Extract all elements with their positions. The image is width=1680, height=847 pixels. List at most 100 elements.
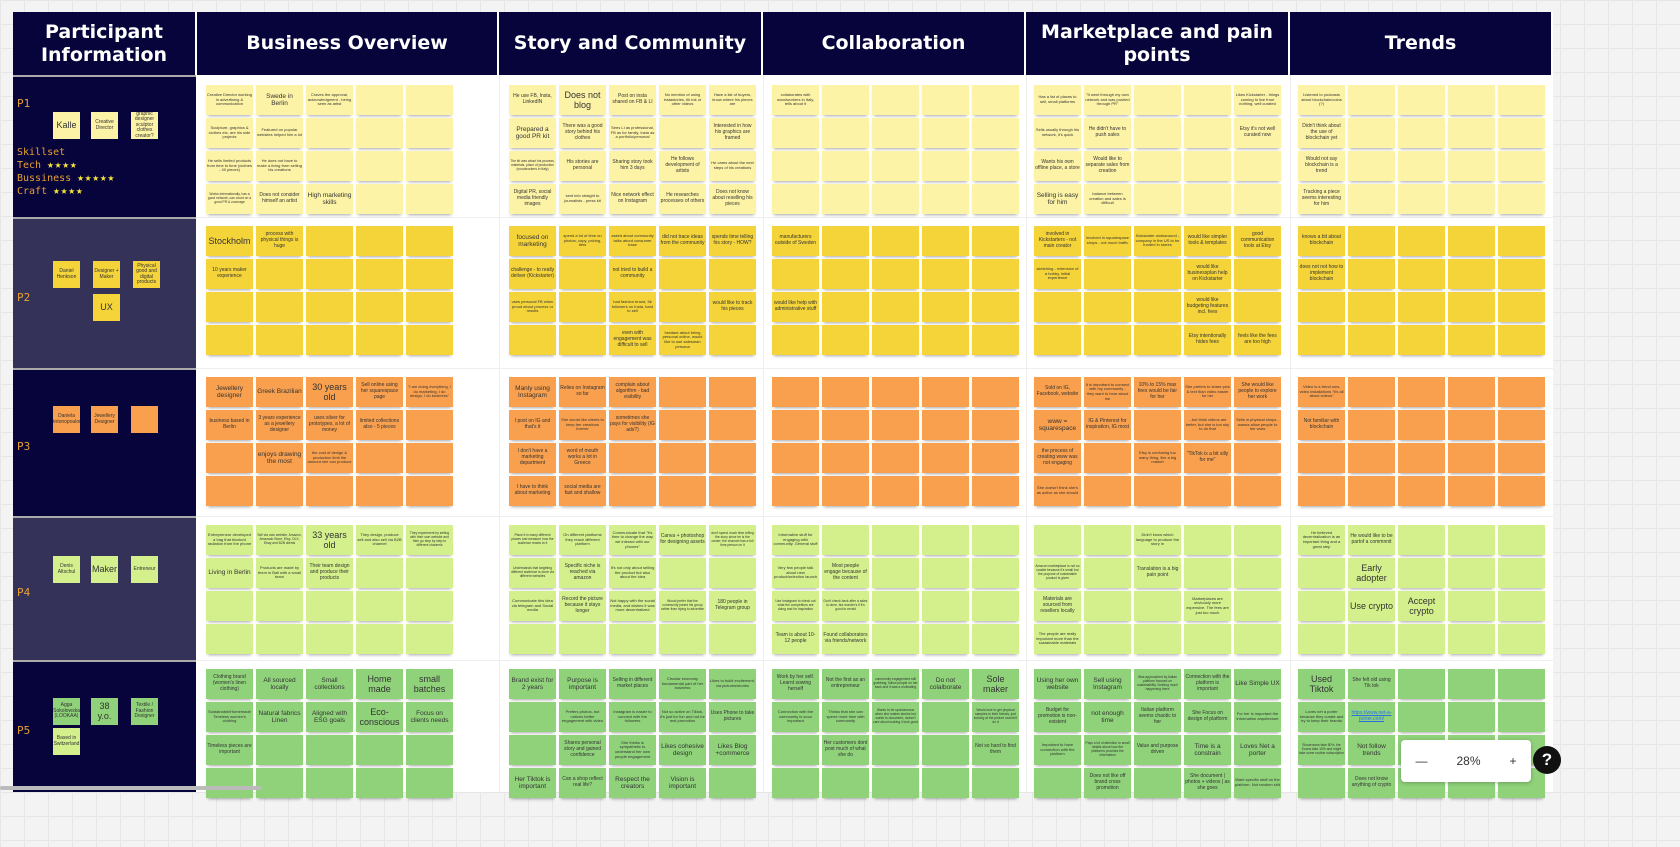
sticky-note[interactable]: Likes to build excitement, via pictures/…	[709, 669, 756, 699]
sticky-note[interactable]: High marketing skills	[306, 184, 353, 214]
sticky-note[interactable]	[1398, 292, 1445, 322]
sticky-note[interactable]	[872, 184, 919, 214]
sticky-note[interactable]: Italian platform seems chaotic to her	[1134, 702, 1181, 732]
sticky-note[interactable]: Very few people talk about new product/s…	[772, 558, 819, 588]
sticky-note[interactable]	[1084, 591, 1131, 621]
sticky-note[interactable]: Her Tiktok is important	[509, 768, 556, 798]
sticky-note[interactable]: Didn't think about the use of blockchain…	[1298, 118, 1345, 148]
sticky-note[interactable]	[709, 410, 756, 440]
sticky-note[interactable]	[1398, 325, 1445, 355]
sticky-note[interactable]	[922, 443, 969, 473]
sticky-note[interactable]	[972, 558, 1019, 588]
sticky-note[interactable]: Record the picture because it stays long…	[559, 591, 606, 621]
sticky-note[interactable]: Selling is easy for him	[1034, 184, 1081, 214]
sticky-note[interactable]: He cares about the next steps of his cre…	[709, 151, 756, 181]
sticky-note[interactable]	[972, 525, 1019, 555]
sticky-note[interactable]	[356, 558, 403, 588]
sticky-note[interactable]	[772, 151, 819, 181]
sticky-note[interactable]	[509, 624, 556, 654]
sticky-note[interactable]: Can a shop reflect real life?	[559, 768, 606, 798]
sticky-note[interactable]: Their team design and produce their prod…	[306, 558, 353, 588]
sticky-note[interactable]	[822, 118, 869, 148]
sticky-note[interactable]: 10% to 15% max fees would be fair for he…	[1134, 377, 1181, 407]
sticky-note[interactable]	[772, 768, 819, 798]
sticky-note[interactable]: Post on insta shared on FB & LI	[609, 85, 656, 115]
sticky-note[interactable]: Communicate this idea via telegram and S…	[509, 591, 556, 621]
sticky-note[interactable]	[1348, 443, 1395, 473]
sticky-note[interactable]: Her customers dont post much of what she…	[822, 735, 869, 765]
sticky-note[interactable]: spends time telling his story - HOW?	[709, 226, 756, 256]
sticky-note[interactable]	[1234, 624, 1281, 654]
sticky-note[interactable]: Amazon marketplace is not so usable beca…	[1034, 558, 1081, 588]
sticky-note[interactable]: Shares personal story and gained confide…	[559, 735, 606, 765]
sticky-note[interactable]: Listened to podcasts about blockchain/co…	[1298, 85, 1345, 115]
sticky-note[interactable]: Sustainable/Homemade Timeless women's cl…	[206, 702, 253, 732]
sticky-note[interactable]	[1448, 624, 1495, 654]
sticky-note[interactable]: Interested in how his graphics are frame…	[709, 118, 756, 148]
sticky-note[interactable]	[1398, 669, 1445, 699]
sticky-note[interactable]: Sells usually through his network, it's …	[1034, 118, 1081, 148]
sticky-note[interactable]: Not the first as an entrepreneur	[822, 669, 869, 699]
sticky-note[interactable]	[972, 443, 1019, 473]
sticky-note[interactable]	[1084, 476, 1131, 506]
sticky-note[interactable]: even with engagement was difficult to se…	[609, 325, 656, 355]
sticky-note[interactable]	[559, 325, 606, 355]
sticky-note[interactable]	[1498, 443, 1545, 473]
sticky-note[interactable]	[972, 85, 1019, 115]
sticky-note[interactable]: Not follow trends	[1348, 735, 1395, 765]
persona-sticky[interactable]	[131, 406, 158, 433]
sticky-note[interactable]: Purpose is important	[559, 669, 606, 699]
sticky-note[interactable]	[772, 735, 819, 765]
sticky-note[interactable]: It's not only about selling the product …	[609, 558, 656, 588]
sticky-note[interactable]	[609, 624, 656, 654]
sticky-note[interactable]: good communication tools at Etsy	[1234, 226, 1281, 256]
sticky-note[interactable]	[772, 377, 819, 407]
sticky-note[interactable]	[659, 476, 706, 506]
sticky-note[interactable]	[709, 377, 756, 407]
sticky-note[interactable]: Not familiar with blockchain	[1298, 410, 1345, 440]
sticky-note[interactable]: Would like to separate sales from creati…	[1084, 151, 1131, 181]
sticky-note[interactable]	[1184, 558, 1231, 588]
sticky-note[interactable]	[1134, 591, 1181, 621]
persona-sticky[interactable]: Designer + Maker	[93, 261, 120, 288]
sticky-note[interactable]: 33 years old	[306, 525, 353, 555]
sticky-note[interactable]	[972, 259, 1019, 289]
sticky-note[interactable]: Swede in Berlin	[256, 85, 303, 115]
sticky-note[interactable]: Home made	[356, 669, 403, 699]
sticky-note[interactable]	[406, 624, 453, 654]
sticky-note[interactable]	[922, 525, 969, 555]
sticky-note[interactable]: Natural fabrics Linen	[256, 702, 303, 732]
sticky-note[interactable]: Circular economy fundamental part of her…	[659, 669, 706, 699]
sticky-note[interactable]	[306, 624, 353, 654]
sticky-note[interactable]	[872, 525, 919, 555]
sticky-note[interactable]: Jewellery designer	[206, 377, 253, 407]
sticky-note[interactable]	[1234, 184, 1281, 214]
sticky-note[interactable]	[1298, 558, 1345, 588]
sticky-note[interactable]	[406, 735, 453, 765]
persona-sticky[interactable]: Kalle	[53, 112, 80, 139]
sticky-note[interactable]: Time is a constrain	[1184, 735, 1231, 765]
sticky-note[interactable]: Most people engage because of the conten…	[822, 558, 869, 588]
sticky-note[interactable]: uses silver for prototypes, a lot of mon…	[306, 410, 353, 440]
sticky-note[interactable]	[356, 325, 403, 355]
sticky-note[interactable]: Have a list of buyers, know where his pi…	[709, 85, 756, 115]
sticky-note[interactable]	[1398, 184, 1445, 214]
sticky-note[interactable]	[1448, 410, 1495, 440]
sticky-note[interactable]: 30 years old	[306, 377, 353, 407]
sticky-note[interactable]	[1298, 476, 1345, 506]
sticky-note[interactable]	[659, 377, 706, 407]
sticky-note[interactable]	[1448, 377, 1495, 407]
sticky-note[interactable]	[306, 259, 353, 289]
sticky-note[interactable]	[256, 259, 303, 289]
sticky-note[interactable]	[872, 735, 919, 765]
sticky-note[interactable]	[356, 624, 403, 654]
sticky-note[interactable]: They experiment by selling with their ow…	[406, 525, 453, 555]
sticky-note[interactable]: Aligned with ESG goals	[306, 702, 353, 732]
sticky-note[interactable]	[406, 591, 453, 621]
sticky-note[interactable]	[1084, 558, 1131, 588]
sticky-note[interactable]	[972, 410, 1019, 440]
sticky-note[interactable]: Prepared a good PR kit	[509, 118, 556, 148]
sticky-note[interactable]: Important to have connection with the pl…	[1034, 735, 1081, 765]
sticky-note[interactable]	[1398, 443, 1445, 473]
sticky-note[interactable]	[972, 377, 1019, 407]
